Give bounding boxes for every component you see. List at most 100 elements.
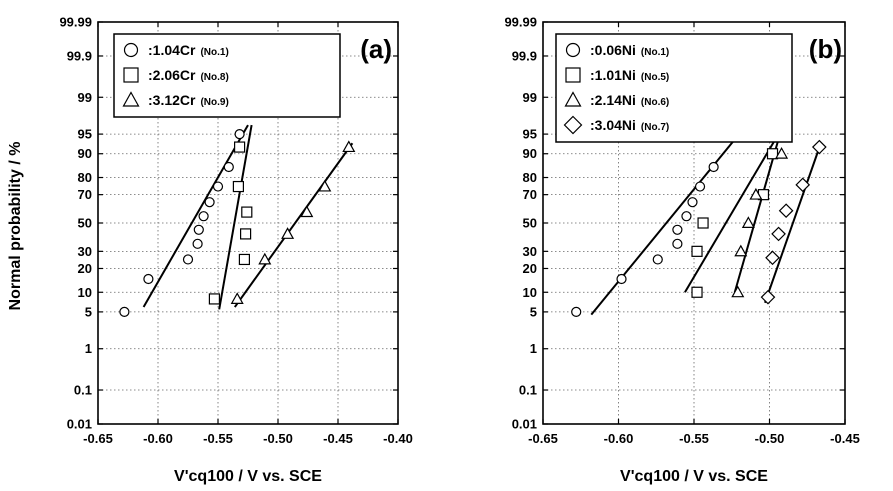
data-point: [771, 226, 786, 242]
data-point: [734, 244, 748, 257]
data-point: [749, 187, 763, 200]
data-point: [795, 177, 811, 193]
data-point: [281, 227, 295, 239]
legend-box: [113, 33, 341, 118]
data-point: [119, 306, 130, 317]
legend-marker: [565, 67, 581, 83]
y-tick-label: 30: [78, 244, 92, 259]
y-tick-label: 0.01: [512, 417, 537, 432]
legend-label: :1.04Cr: [148, 42, 196, 58]
x-tick-label: -0.50: [263, 431, 293, 446]
legend-marker: [123, 42, 139, 58]
y-tick-label: 0.1: [519, 383, 537, 398]
fit-line: [142, 124, 249, 308]
y-tick-label: 30: [523, 244, 537, 259]
y-tick-label: 99.99: [504, 15, 537, 30]
chart-panel-b: 0.01 0.1 1 5 10 20 30 50 70 80 90 95 99 99.9 99.99 -0.6…: [504, 15, 859, 486]
legend-tag: (No.8): [200, 72, 228, 83]
data-point: [240, 228, 252, 240]
y-tick-label: 10: [78, 285, 92, 300]
data-point: [204, 197, 215, 208]
data-point: [230, 292, 244, 304]
legend-tag: (No.7): [641, 122, 669, 133]
y-tick-label: 99.9: [512, 48, 537, 63]
data-point: [300, 205, 314, 218]
y-tick-label: 0.01: [67, 417, 92, 432]
data-point: [708, 161, 719, 173]
data-point: [234, 141, 246, 153]
x-tick-label: -0.55: [203, 431, 233, 446]
y-tick-label: 99: [523, 90, 537, 105]
fit-line: [764, 142, 822, 304]
data-point: [652, 254, 663, 265]
panel-label: (b): [809, 34, 842, 64]
data-point: [687, 197, 698, 208]
data-point: [694, 181, 706, 192]
legend-marker: [563, 115, 583, 135]
data-point: [238, 253, 250, 266]
legend-marker: [123, 67, 139, 83]
data-point: [192, 238, 203, 249]
x-tick-label: -0.65: [528, 431, 558, 446]
y-tick-label: 99.99: [59, 15, 92, 30]
y-tick-label: 5: [85, 304, 92, 319]
legend-tag: (No.9): [200, 97, 228, 108]
x-tick-label: -0.65: [83, 431, 113, 446]
y-tick-label: 20: [523, 261, 537, 276]
data-point: [778, 203, 794, 219]
panel-label: (a): [360, 34, 392, 64]
legend-marker: [564, 91, 582, 107]
x-axis-title: V'cq100 / V vs. SCE: [174, 468, 322, 485]
data-point: [672, 224, 683, 235]
data-point: [232, 180, 244, 193]
legend-label: :3.12Cr: [148, 92, 196, 108]
y-tick-label: 0.1: [74, 383, 92, 398]
y-tick-label: 50: [78, 216, 92, 231]
plot-frame: [542, 21, 846, 425]
data-point: [198, 211, 209, 222]
data-point: [208, 293, 220, 305]
data-point: [691, 286, 703, 298]
y-tick-label: 50: [523, 216, 537, 231]
y-tick-label: 1: [530, 341, 537, 356]
y-tick-label: 10: [523, 285, 537, 300]
y-tick-label: 1: [85, 341, 92, 356]
data-point: [318, 179, 332, 192]
chart-panel-a: 0.01 0.1 1 5 10 20 30 50 70 80 90 95 99 99.9 99.99 -0.6…: [59, 15, 412, 486]
fit-line: [733, 138, 780, 293]
data-point: [241, 206, 253, 218]
y-tick-label: 90: [523, 146, 537, 161]
x-tick-label: -0.55: [679, 431, 709, 446]
legend-marker: [122, 91, 140, 107]
y-tick-label: 95: [523, 127, 537, 142]
x-tick-label: -0.45: [830, 431, 860, 446]
y-tick-label: 80: [523, 170, 537, 185]
y-tick-label: 99.9: [67, 48, 92, 63]
data-point: [258, 252, 272, 265]
data-point: [691, 245, 703, 257]
legend-tag: (No.6): [641, 97, 669, 108]
x-tick-label: -0.45: [323, 431, 353, 446]
legend-label: :1.01Ni: [590, 67, 636, 83]
y-tick-label: 5: [530, 304, 537, 319]
fit-line: [218, 124, 253, 310]
legend-marker: [565, 42, 581, 58]
legend-label: :2.14Ni: [590, 92, 636, 108]
y-axis-title: Normal probability / %: [7, 142, 24, 311]
data-point: [143, 273, 154, 285]
x-tick-label: -0.60: [143, 431, 173, 446]
fit-line: [684, 138, 777, 293]
y-tick-label: 95: [78, 127, 92, 142]
data-point: [234, 129, 245, 140]
x-tick-label: -0.50: [755, 431, 785, 446]
legend-tag: (No.5): [641, 72, 669, 83]
legend-box: [555, 33, 793, 143]
fit-line: [233, 142, 354, 308]
data-point: [193, 224, 204, 235]
data-point: [775, 147, 789, 159]
y-tick-label: 70: [78, 187, 92, 202]
fit-line: [590, 127, 745, 316]
data-point: [223, 161, 234, 173]
y-tick-label: 80: [78, 170, 92, 185]
